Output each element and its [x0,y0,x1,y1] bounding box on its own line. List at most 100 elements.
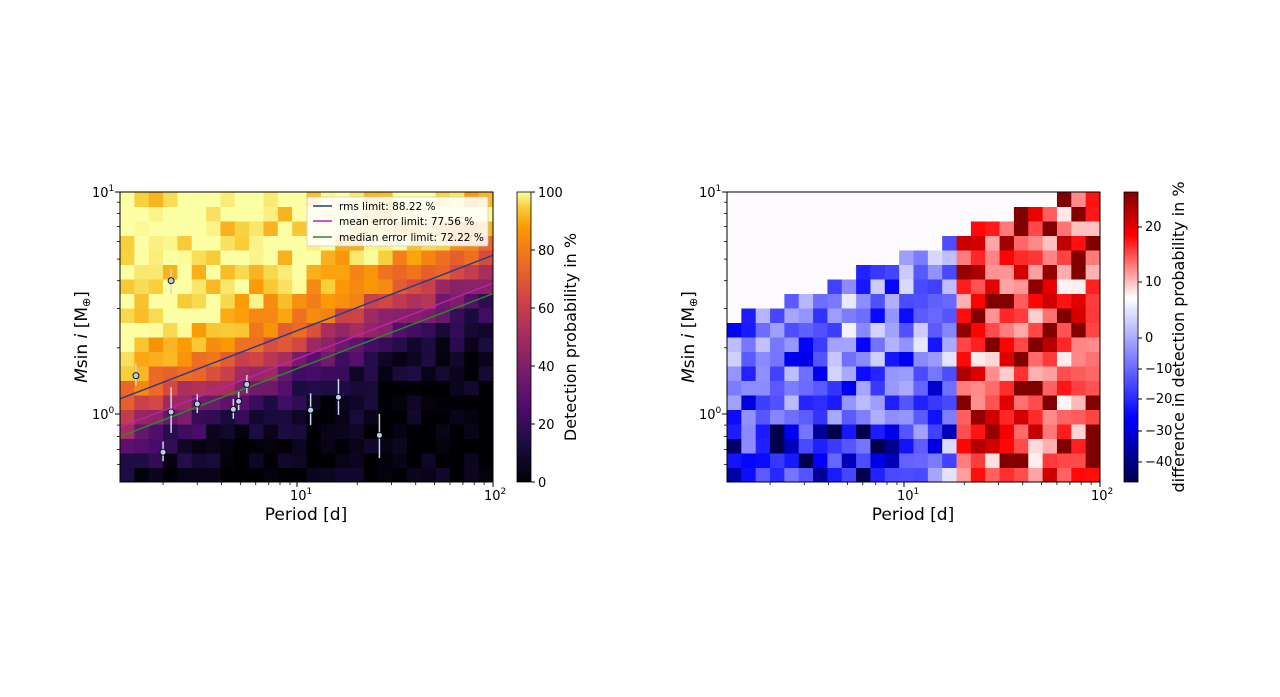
left-heatmap-cell [249,409,264,425]
right-heatmap-cell [770,308,785,323]
right-heatmap-cell [784,409,800,425]
left-heatmap-cell [435,293,451,309]
right-heatmap-cell [770,467,785,482]
right-heatmap-cell [827,438,843,454]
left-heatmap-cell [378,308,394,323]
right-heatmap-cell [1071,453,1087,468]
right-heatmap-cell [884,221,900,236]
left-heatmap-cell [263,235,279,251]
right-heatmap-cell [870,308,886,323]
left-heatmap-cell [220,192,236,207]
left-heatmap-cell [349,380,365,396]
left-heatmap-cell [191,424,207,439]
right-heatmap-cell [856,351,871,367]
right-heatmap-cell [1071,380,1087,396]
left-heatmap-cell [206,337,221,352]
right-heatmap-cell [1071,206,1087,222]
right-heatmap-cell [827,250,843,265]
right-heatmap-cell [1071,366,1087,381]
right-heatmap-cell [827,293,843,309]
right-heatmap-cell [1056,395,1072,410]
left-heatmap-cell [148,395,164,410]
left-heatmap-cell [421,467,437,482]
right-heatmap-cell [884,235,900,251]
left-heatmap-cell [292,395,307,410]
left-heatmap-cell [349,279,365,294]
right-heatmap-cell [1071,424,1087,439]
right-heatmap-cell [899,192,914,207]
left-heatmap-cell [206,380,221,396]
right-heatmap-cell [985,366,1001,381]
left-heatmap-cell [392,293,408,309]
right-heatmap-cell [827,453,843,468]
right-heatmap-cell [1056,250,1072,265]
right-heatmap-cell [856,380,871,396]
left-heatmap-cell [148,192,164,207]
right-heatmap-cell [841,279,857,294]
left-heatmap-cell [292,308,307,323]
left-xtick-label-10: 101 [290,487,312,504]
left-heatmap-cell [234,424,250,439]
left-heatmap-cell [177,206,193,222]
left-heatmap-cell [134,206,150,222]
right-heatmap-cell [913,192,929,207]
left-heatmap-cell [134,250,150,265]
right-heatmap-cell [1028,206,1044,222]
right-heatmap-cell [942,322,958,338]
right-heatmap-cell [956,235,972,251]
left-heatmap-cell [191,337,207,352]
left-heatmap-cell [120,293,135,309]
right-heatmap-cell [813,467,828,482]
right-heatmap-cell [1085,351,1100,367]
right-heatmap-cell [813,279,828,294]
right-heatmap-cell [727,351,742,367]
legend: rms limit: 88.22 % mean error limit: 77.… [306,196,489,247]
left-heatmap-cell [277,438,293,454]
left-heatmap-cell [277,453,293,468]
left-heatmap-cell [292,438,307,454]
right-heatmap-cell [999,322,1015,338]
left-heatmap-cell [263,322,279,338]
right-cb-tick-20: 20 [1145,220,1162,235]
left-heatmap-cell [335,351,351,367]
left-heatmap-cell [263,467,279,482]
right-heatmap-cell [1085,453,1100,468]
right-heatmap-cell [827,264,843,280]
left-heatmap-cell [478,438,493,454]
left-heatmap-cell [120,221,135,236]
right-heatmap-cell [899,206,914,222]
right-heatmap-cell [813,235,828,251]
right-heatmap-cell [727,192,742,207]
right-heatmap-cell [970,424,986,439]
left-heatmap-cell [263,293,279,309]
right-heatmap-cell [1071,337,1087,352]
right-colorbar-label: difference in detection probability in % [1169,181,1188,492]
right-heatmap-cell [985,438,1001,454]
right-heatmap-cell [884,366,900,381]
left-heatmap-cell [134,308,150,323]
left-heatmap-cell [263,192,279,207]
right-heatmap-cell [985,293,1001,309]
left-heatmap-cell [464,351,480,367]
left-heatmap-cell [306,250,322,265]
left-heatmap-cell [306,438,322,454]
right-heatmap-cell [927,409,943,425]
right-heatmap-cell [827,279,843,294]
left-heatmap-cell [263,409,279,425]
right-heatmap-cell [727,467,742,482]
left-heatmap-cell [449,395,465,410]
right-heatmap-cell [784,322,800,338]
left-heatmap-cell [120,366,135,381]
right-heatmap-cell [1085,264,1100,280]
left-heatmap-cell [449,424,465,439]
right-heatmap-cell [913,337,929,352]
right-heatmap-cell [827,221,843,236]
right-heatmap-cell [870,395,886,410]
left-heatmap-cell [392,351,408,367]
right-heatmap-cell [856,337,871,352]
limit-line-mean [120,282,493,428]
right-heatmap-cell [884,409,900,425]
left-heatmap-cell [349,409,365,425]
left-heatmap-cell [120,235,135,251]
planet-marker [132,372,140,380]
